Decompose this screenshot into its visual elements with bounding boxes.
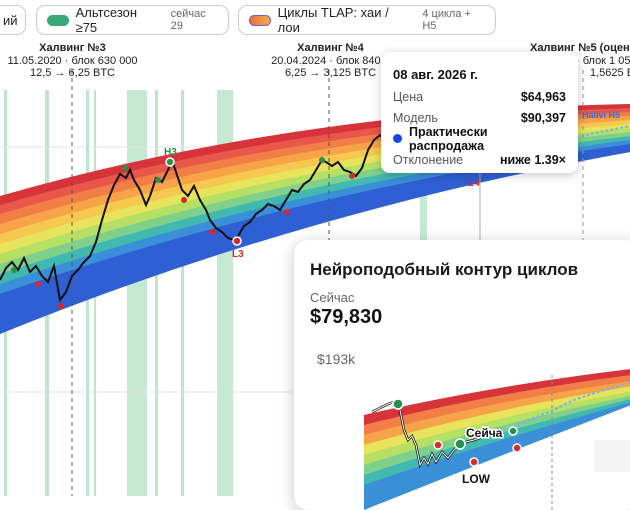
tooltip-date: 08 авг. 2026 г. <box>393 66 478 82</box>
chip-partial-label: ий <box>3 12 18 28</box>
tooltip-dev-row: Отклонение ниже 1.39× <box>393 149 566 170</box>
marker-h5: Hallvi H5 <box>582 110 620 120</box>
halving-4-date: 20.04.2024 · блок 840 0 <box>271 54 390 67</box>
halving-4-label: Халвинг №4 20.04.2024 · блок 840 0 6,25 … <box>258 42 403 80</box>
tooltip-model-label: Модель <box>393 110 438 125</box>
altseason-swatch-icon <box>47 14 69 26</box>
cycle-markers <box>11 157 477 309</box>
tooltip-zone: Практически распродажа <box>409 124 488 153</box>
halving-5-title: Халвинг №5 (оцен <box>530 42 630 54</box>
mini-now-marker: Сейча <box>466 426 503 440</box>
tooltip-dev-label: Отклонение <box>393 152 464 167</box>
zone-dot-icon <box>393 134 402 143</box>
halving-5-reward: 1,5625 B <box>590 67 630 79</box>
tooltip-price-row: Цена $64,963 <box>393 86 566 107</box>
tooltip-price-label: Цена <box>393 89 424 104</box>
tooltip-dev-value: ниже 1.39× <box>500 152 566 167</box>
cycles-sub: 4 цикла + H5 <box>422 8 471 32</box>
card-now-label: Сейчас <box>310 290 355 305</box>
mini-projection <box>499 381 630 434</box>
mini-low-marker: LOW <box>462 472 491 486</box>
tooltip-price-value: $64,963 <box>520 89 566 104</box>
halving-5-label: Халвинг №5 (оцен · блок 1 050 1,5625 B <box>530 42 630 80</box>
halving-3-date: 11.05.2020 · блок 630 000 <box>7 54 138 67</box>
chip-altseason[interactable]: Альтсезон ≥75 сейчас 29 <box>36 5 229 35</box>
marker-l3: L3 <box>232 249 244 260</box>
marker-l4: L4 <box>468 178 480 189</box>
card-now-value: $79,830 <box>310 306 383 328</box>
neuro-cycle-card[interactable]: Нейроподобный контур циклов Сейчас $79,8… <box>294 240 630 510</box>
chip-cycles[interactable]: Циклы TLAP: хаи / лои 4 цикла + H5 <box>238 5 496 35</box>
halving-3-reward: 12,5 → 6,25 BTC <box>30 67 115 79</box>
tooltip-zone-row: Практически распродажа <box>393 125 566 153</box>
altseason-label: Альтсезон ≥75 <box>75 5 138 35</box>
halving-5-date: · блок 1 050 <box>576 54 630 67</box>
card-title: Нейроподобный контур циклов <box>310 260 579 279</box>
halving-4-reward: 6,25 → 3,125 BTC <box>284 67 377 79</box>
halving-4-title: Халвинг №4 <box>297 42 364 54</box>
halving-3-label: Халвинг №3 11.05.2020 · блок 630 000 12,… <box>0 42 145 80</box>
cycles-label: Циклы TLAP: хаи / лои <box>277 5 389 35</box>
halving-3-title: Халвинг №3 <box>39 42 106 54</box>
tooltip-model-value: $90,397 <box>520 110 566 125</box>
mini-chart: Сейча LOW <box>364 369 630 510</box>
cycles-swatch-icon <box>249 14 271 26</box>
chip-partial[interactable]: ий <box>0 5 26 35</box>
altseason-sub: сейчас 29 <box>170 8 206 32</box>
card-y-max: $193k <box>317 351 356 367</box>
marker-h3: H3 <box>164 147 177 158</box>
tooltip-model-row: Модель $90,397 <box>393 107 566 128</box>
hover-tooltip: 08 авг. 2026 г. Цена $64,963 Модель $90,… <box>381 52 578 173</box>
